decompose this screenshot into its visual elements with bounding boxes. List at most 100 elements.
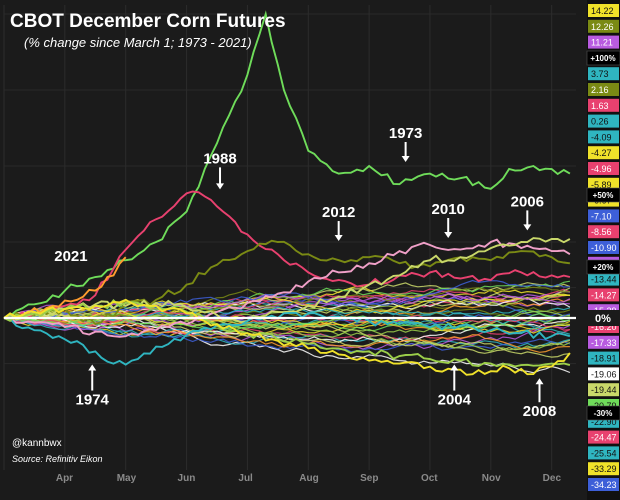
end-value-swatch [588, 430, 619, 444]
x-tick-label: Nov [482, 473, 501, 484]
annotation-arrowhead-1988 [216, 183, 225, 190]
end-value-label: 1.63 [591, 101, 609, 111]
zero-percent-label: 0% [595, 313, 611, 325]
end-value-label: -22.90 [591, 417, 617, 427]
series-line-2006 [3, 237, 571, 324]
end-value-swatch [588, 272, 619, 286]
end-value-swatch [588, 462, 619, 476]
end-value-swatch [588, 225, 619, 239]
annotation-arrowhead-1974 [88, 364, 97, 371]
end-value-label: 3.73 [591, 69, 609, 79]
annotation-label-1973: 1973 [389, 125, 422, 142]
end-value-swatch [588, 162, 619, 175]
end-value-swatch [588, 146, 619, 160]
end-value-label: -25.54 [591, 448, 617, 458]
end-value-swatch [588, 130, 619, 144]
end-value-label: -4.96 [591, 164, 612, 174]
end-value-swatch [588, 351, 619, 365]
annotation-label-1988: 1988 [203, 150, 236, 167]
x-tick-label: Aug [299, 473, 318, 484]
chart-title: CBOT December Corn Futures [10, 11, 286, 32]
handle-label: @kannbwx [12, 438, 62, 449]
end-value-label: -34.23 [591, 480, 617, 490]
reference-level-label: +50% [593, 191, 614, 200]
end-value-label: -5.89 [591, 180, 612, 190]
end-value-swatch [588, 4, 619, 17]
end-value-swatch [588, 35, 619, 49]
annotation-label-2010: 2010 [432, 201, 465, 218]
series-line-2012 [3, 239, 571, 326]
end-value-swatch [588, 177, 619, 191]
x-tick-label: Oct [421, 473, 438, 484]
annotation-label-1974: 1974 [76, 392, 110, 409]
highlighted-series-group [3, 10, 571, 376]
end-value-swatch [588, 98, 619, 112]
annotation-label-2004: 2004 [438, 392, 472, 409]
end-value-swatch [588, 19, 619, 33]
end-value-swatch [588, 478, 619, 491]
reference-level-label: +20% [593, 263, 614, 272]
annotation-label-2006: 2006 [511, 193, 544, 210]
reference-level-tag [586, 187, 620, 203]
end-value-swatch [588, 446, 619, 460]
annotation-arrowhead-2008 [535, 378, 544, 385]
end-value-label: -24.47 [591, 433, 617, 443]
annotations-group: 1988 1973 2012 2010 2006 2021 1974 2004 2008 [54, 125, 556, 420]
series-line-2010 [3, 238, 571, 338]
background-series-line [3, 279, 570, 319]
end-value-label: 11.21 [591, 38, 613, 48]
x-tick-label: Apr [56, 473, 73, 484]
annotation-arrowhead-2006 [523, 224, 532, 231]
end-value-label: -33.29 [591, 464, 617, 474]
reference-level-tag [586, 50, 620, 66]
end-value-label: 2.16 [591, 85, 609, 95]
x-axis-ticks: Apr May Jun Jul Aug Sep Oct Nov Dec [56, 473, 562, 484]
background-series-line [3, 297, 571, 319]
end-value-label: -18.91 [591, 354, 617, 364]
zero-tag-bg [587, 310, 620, 326]
end-value-swatch [588, 83, 619, 96]
end-value-label: -4.09 [591, 132, 612, 142]
annotation-label-2012: 2012 [322, 204, 355, 221]
end-value-label: 12.26 [591, 22, 614, 32]
end-value-label: -8.56 [591, 227, 612, 237]
x-tick-label: May [117, 473, 137, 484]
x-tick-label: Dec [543, 473, 562, 484]
background-series-line [3, 312, 570, 358]
background-series-line [3, 293, 571, 319]
reference-level-label: -30% [594, 409, 613, 418]
annotation-label-2021: 2021 [54, 248, 87, 265]
end-value-swatch [588, 288, 619, 302]
end-value-label: -10.90 [591, 243, 617, 253]
background-series-line [3, 286, 570, 324]
end-value-swatch [588, 114, 619, 128]
series-line-1973 [3, 10, 571, 319]
reference-level-tag [586, 405, 620, 421]
annotation-arrowhead-1973 [401, 156, 410, 162]
end-value-swatch [588, 241, 619, 254]
chart-subtitle: (% change since March 1; 1973 - 2021) [24, 35, 252, 50]
end-value-swatch [588, 335, 619, 349]
reference-level-tag [586, 259, 620, 275]
reference-level-label: +100% [590, 54, 615, 63]
end-value-label: -7.10 [591, 211, 612, 221]
end-value-label: -4.27 [591, 148, 612, 158]
end-value-label: -17.33 [591, 338, 617, 348]
end-value-label: 0.26 [591, 117, 609, 127]
end-value-label: -19.44 [591, 385, 617, 395]
end-value-label: 14.22 [591, 6, 614, 16]
end-value-swatch [588, 383, 619, 397]
annotation-arrowhead-2010 [444, 232, 453, 238]
end-value-swatch [588, 367, 619, 381]
series-line-2008 [3, 298, 571, 376]
end-value-label: -14.27 [591, 290, 617, 300]
end-value-label: -13.44 [591, 275, 617, 285]
source-label: Source: Refinitiv Eikon [12, 454, 103, 464]
end-value-swatch [588, 209, 619, 223]
end-value-label: -19.06 [591, 369, 617, 379]
annotation-arrowhead-2012 [334, 235, 343, 242]
x-tick-label: Sep [360, 473, 378, 484]
end-value-panel: 14.2212.2611.217.043.732.161.630.26-4.09… [586, 0, 620, 500]
